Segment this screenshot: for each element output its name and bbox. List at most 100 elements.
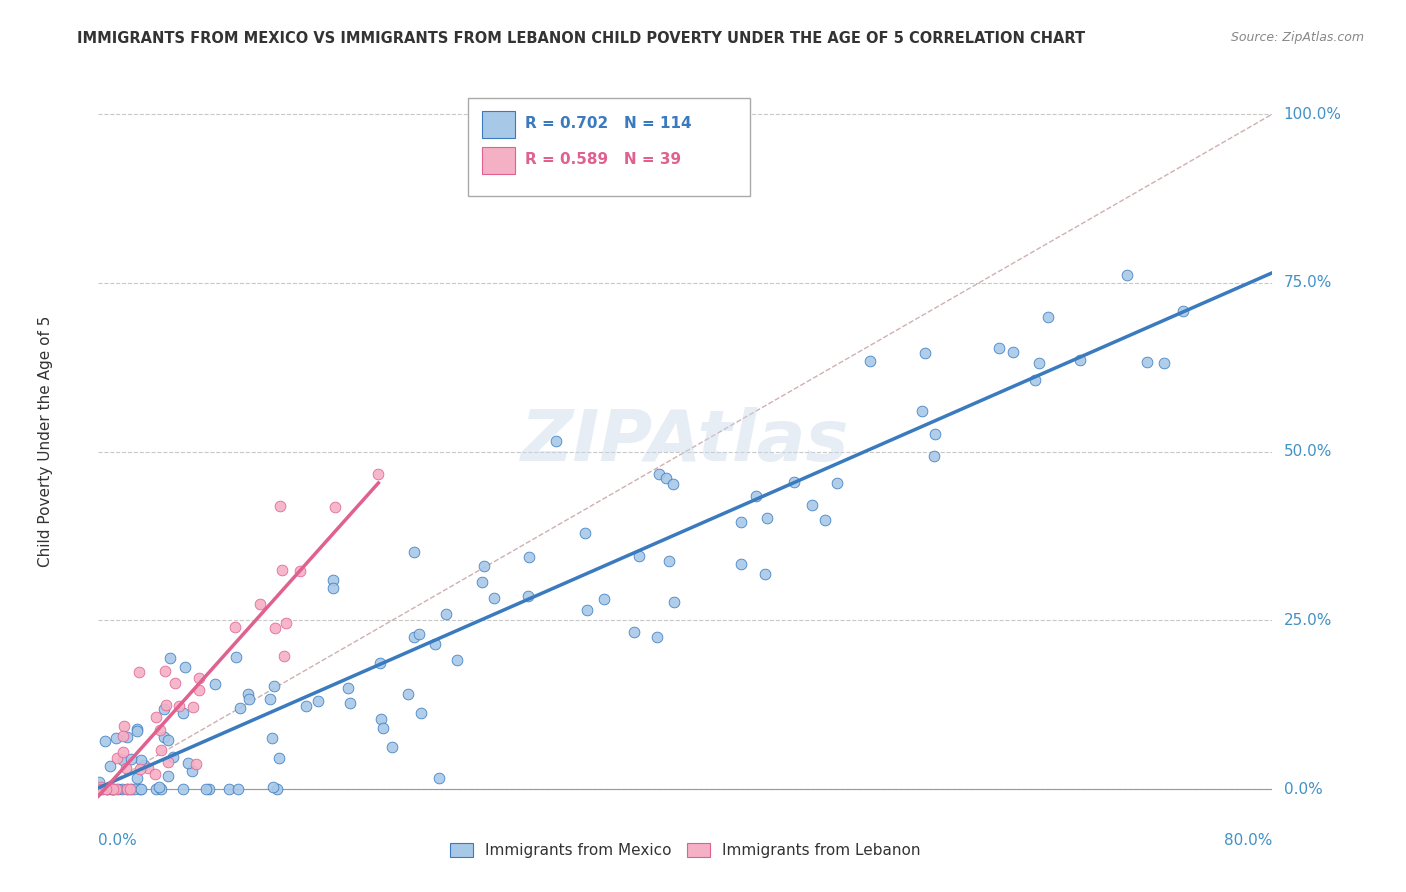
Point bbox=[89, 775, 111, 789]
Point bbox=[472, 558, 495, 573]
Point bbox=[517, 590, 540, 604]
Point bbox=[471, 575, 494, 590]
Point bbox=[150, 782, 173, 797]
Point bbox=[754, 567, 776, 582]
Point bbox=[107, 782, 129, 797]
Point bbox=[125, 723, 148, 737]
Point bbox=[153, 701, 176, 715]
Point bbox=[482, 591, 505, 606]
Point bbox=[654, 471, 676, 485]
Point bbox=[101, 782, 124, 797]
Point bbox=[96, 782, 118, 797]
Point bbox=[115, 782, 138, 797]
Text: IMMIGRANTS FROM MEXICO VS IMMIGRANTS FROM LEBANON CHILD POVERTY UNDER THE AGE OF: IMMIGRANTS FROM MEXICO VS IMMIGRANTS FRO… bbox=[77, 31, 1085, 46]
Point bbox=[730, 557, 752, 571]
Point bbox=[259, 692, 281, 706]
Point bbox=[128, 762, 150, 776]
Point bbox=[188, 671, 211, 685]
Point bbox=[755, 511, 778, 525]
Point bbox=[143, 767, 166, 781]
Point bbox=[112, 719, 135, 733]
Point bbox=[111, 745, 134, 759]
Text: 80.0%: 80.0% bbox=[1225, 833, 1272, 848]
Point bbox=[322, 581, 344, 595]
Point bbox=[129, 753, 152, 767]
Point bbox=[264, 621, 287, 635]
Point bbox=[91, 782, 114, 797]
Point bbox=[105, 751, 128, 765]
Point bbox=[370, 712, 392, 726]
Point bbox=[181, 699, 204, 714]
Point bbox=[922, 449, 945, 463]
Point bbox=[225, 649, 247, 664]
Point bbox=[120, 782, 142, 797]
Point bbox=[145, 710, 167, 724]
Point bbox=[381, 739, 404, 754]
Point bbox=[105, 731, 128, 745]
Point bbox=[446, 653, 468, 667]
Text: 50.0%: 50.0% bbox=[1284, 444, 1331, 459]
Point bbox=[648, 467, 671, 481]
Text: R = 0.589   N = 39: R = 0.589 N = 39 bbox=[524, 153, 681, 168]
Point bbox=[322, 573, 344, 587]
Point bbox=[574, 526, 596, 541]
Point bbox=[155, 698, 177, 712]
Point bbox=[623, 624, 645, 639]
Point bbox=[103, 782, 125, 797]
Point bbox=[339, 696, 361, 710]
Point bbox=[1115, 268, 1137, 282]
Text: Child Poverty Under the Age of 5: Child Poverty Under the Age of 5 bbox=[38, 316, 53, 567]
Point bbox=[96, 782, 118, 797]
Point bbox=[658, 554, 681, 568]
Point bbox=[423, 637, 446, 651]
Point bbox=[988, 341, 1011, 355]
Point bbox=[266, 782, 288, 797]
Point bbox=[138, 761, 160, 775]
Point bbox=[914, 346, 936, 360]
Point bbox=[575, 603, 598, 617]
Point bbox=[90, 782, 112, 797]
Bar bbox=[482, 147, 515, 174]
Text: 100.0%: 100.0% bbox=[1284, 106, 1341, 121]
Point bbox=[112, 753, 135, 767]
Point bbox=[132, 757, 155, 772]
Point bbox=[117, 730, 139, 744]
Point bbox=[90, 780, 112, 795]
Point bbox=[274, 616, 297, 631]
Point bbox=[162, 750, 184, 764]
Point bbox=[271, 563, 294, 577]
Text: 75.0%: 75.0% bbox=[1284, 276, 1331, 291]
Point bbox=[1069, 352, 1091, 367]
Point bbox=[783, 475, 806, 489]
Point bbox=[236, 687, 259, 701]
Point bbox=[115, 761, 138, 775]
Point bbox=[661, 476, 683, 491]
Point bbox=[336, 681, 359, 695]
Text: Source: ZipAtlas.com: Source: ZipAtlas.com bbox=[1230, 31, 1364, 45]
Point bbox=[153, 730, 176, 744]
Point bbox=[195, 782, 218, 797]
Point bbox=[402, 631, 425, 645]
Point bbox=[120, 782, 142, 797]
Legend: Immigrants from Mexico, Immigrants from Lebanon: Immigrants from Mexico, Immigrants from … bbox=[444, 837, 927, 864]
Text: 25.0%: 25.0% bbox=[1284, 613, 1331, 628]
Point bbox=[218, 782, 240, 797]
Point bbox=[177, 756, 200, 770]
Point bbox=[1024, 373, 1046, 387]
Point bbox=[128, 665, 150, 679]
Point bbox=[228, 782, 250, 797]
Point bbox=[153, 664, 176, 678]
Point bbox=[198, 782, 221, 797]
Point bbox=[204, 677, 226, 691]
Point bbox=[105, 782, 128, 797]
Point bbox=[367, 467, 389, 481]
Point bbox=[269, 499, 291, 513]
Point bbox=[408, 627, 430, 641]
Point bbox=[115, 782, 138, 797]
Point bbox=[546, 434, 568, 448]
Point bbox=[249, 597, 271, 611]
Point bbox=[1173, 303, 1195, 318]
Point bbox=[150, 742, 173, 756]
Point bbox=[156, 768, 179, 782]
Point bbox=[186, 756, 208, 771]
